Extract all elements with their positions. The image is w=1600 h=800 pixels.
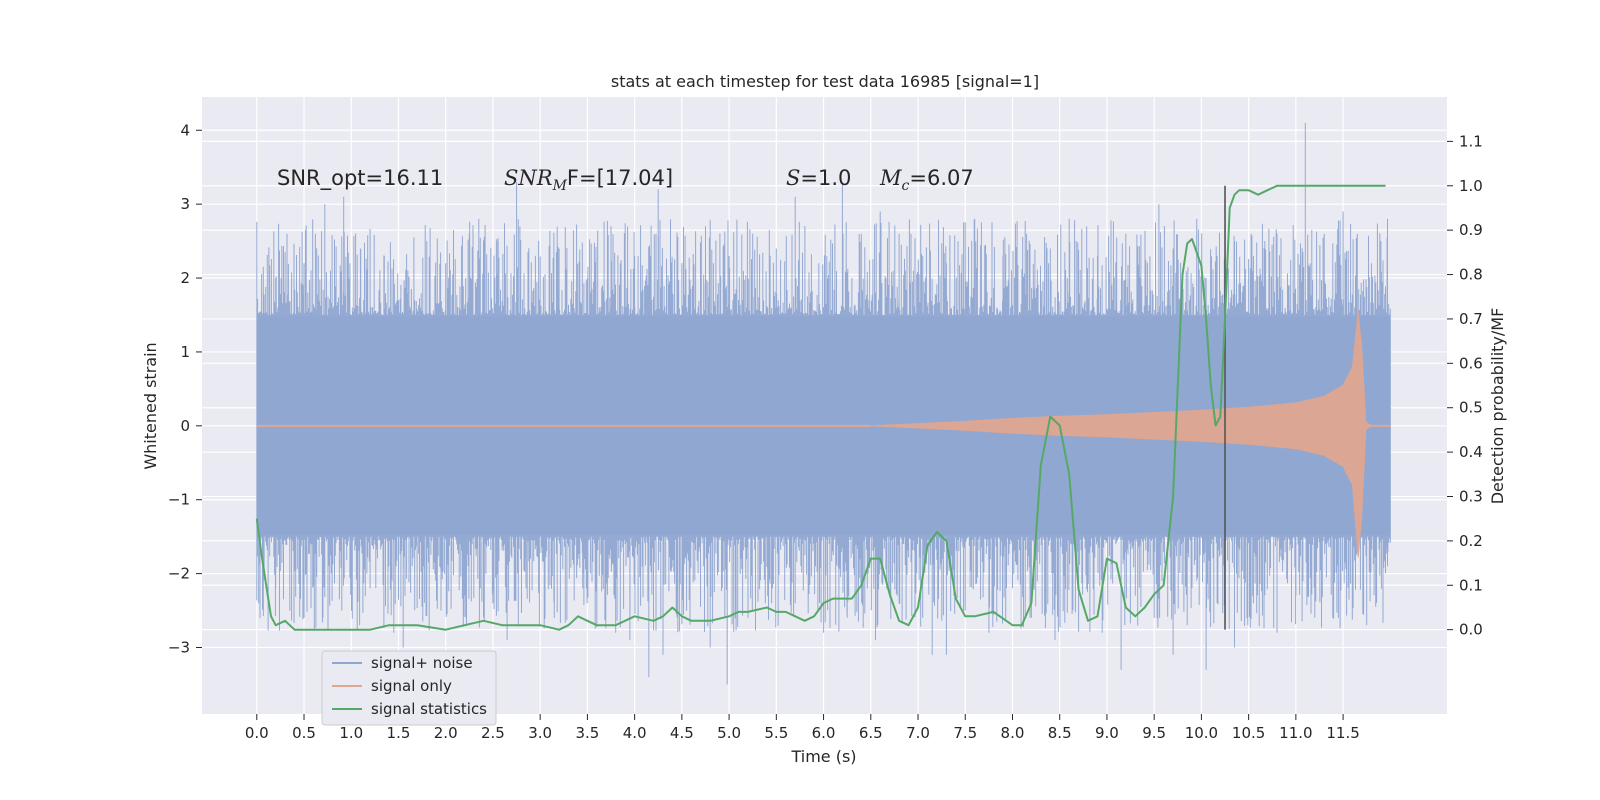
annotation-s: S=1.0 — [786, 166, 851, 190]
x-tick-label: 11.5 — [1326, 724, 1359, 742]
y2-tick-label: 0.0 — [1459, 621, 1483, 639]
annotation-snr-opt: SNR_opt=16.11 — [277, 166, 443, 191]
y-tick-label: −3 — [168, 638, 190, 656]
mc-rest: =6.07 — [909, 166, 973, 190]
x-tick-label: 8.0 — [1001, 724, 1025, 742]
y2-tick-label: 0.4 — [1459, 443, 1483, 461]
y2-tick-label: 0.9 — [1459, 221, 1483, 239]
legend-label-signal: signal only — [371, 677, 452, 695]
x-tick-label: 10.0 — [1185, 724, 1218, 742]
y2-tick-label: 0.1 — [1459, 576, 1483, 594]
x-axis-ticks: 0.0 0.5 1.0 1.5 2.0 2.5 3.0 3.5 4.0 4.5 5.0 5.5 6.0 6… — [245, 714, 1360, 742]
y2-tick-label: 0.7 — [1459, 310, 1483, 328]
x-tick-label: 7.5 — [953, 724, 977, 742]
x-tick-label: 4.0 — [623, 724, 647, 742]
y-axis-label: Whitened strain — [141, 342, 160, 469]
y-tick-label: −1 — [168, 491, 190, 509]
y2-axis-label: Detection probability/MF — [1488, 308, 1507, 505]
x-tick-label: 6.5 — [859, 724, 883, 742]
y-axis-ticks: −3 −2 −1 0 1 2 3 4 — [168, 121, 202, 656]
y2-tick-label: 0.3 — [1459, 487, 1483, 505]
y2-tick-label: 1.0 — [1459, 177, 1483, 195]
x-tick-label: 5.0 — [717, 724, 741, 742]
y2-tick-label: 0.5 — [1459, 399, 1483, 417]
series-signal-only — [256, 311, 1391, 558]
snr-mf-sub: M — [552, 178, 568, 194]
legend: signal+ noise signal only signal statist… — [321, 650, 497, 726]
x-tick-label: 9.0 — [1095, 724, 1119, 742]
stats-line — [255, 184, 1386, 631]
y-tick-label: 4 — [180, 121, 190, 139]
y-tick-label: 2 — [180, 269, 190, 287]
snr-mf-main: SNR — [504, 166, 553, 190]
y-tick-label: 0 — [180, 417, 190, 435]
y2-tick-label: 0.8 — [1459, 266, 1483, 284]
snr-mf-rest: F=[17.04] — [567, 166, 673, 190]
x-tick-label: 9.5 — [1142, 724, 1166, 742]
annotation-snr-mf: SNRMF=[17.04] — [504, 166, 673, 194]
legend-label-stats: signal statistics — [371, 700, 487, 718]
x-tick-label: 11.0 — [1279, 724, 1312, 742]
x-tick-label: 1.5 — [387, 724, 411, 742]
y-tick-label: −2 — [168, 565, 190, 583]
mc-main: M — [879, 166, 902, 190]
mc-sub: c — [902, 178, 910, 194]
y2-tick-label: 1.1 — [1459, 132, 1483, 150]
x-tick-label: 3.0 — [528, 724, 552, 742]
x-tick-label: 4.5 — [670, 724, 694, 742]
chart-title: stats at each timestep for test data 169… — [611, 72, 1039, 91]
x-tick-label: 6.0 — [812, 724, 836, 742]
x-axis-label: Time (s) — [790, 747, 856, 766]
y2-tick-label: 0.6 — [1459, 354, 1483, 372]
s-rest: =1.0 — [800, 166, 851, 190]
x-tick-label: 2.5 — [481, 724, 505, 742]
s-main: S — [786, 166, 800, 190]
y-tick-label: 1 — [180, 343, 190, 361]
x-tick-label: 3.5 — [575, 724, 599, 742]
x-tick-label: 2.0 — [434, 724, 458, 742]
y2-axis-ticks: 0.0 0.1 0.2 0.3 0.4 0.5 0.6 0.7 0.8 0.9 1.0 1.1 — [1447, 132, 1483, 639]
y2-tick-label: 0.2 — [1459, 532, 1483, 550]
annotation-mc: Mc=6.07 — [879, 166, 974, 194]
x-tick-label: 10.5 — [1232, 724, 1265, 742]
x-tick-label: 5.5 — [764, 724, 788, 742]
x-tick-label: 7.0 — [906, 724, 930, 742]
legend-label-noise: signal+ noise — [371, 654, 473, 672]
y-tick-label: 3 — [180, 195, 190, 213]
x-tick-label: 8.5 — [1048, 724, 1072, 742]
legend-box — [321, 650, 497, 726]
x-tick-label: 1.0 — [339, 724, 363, 742]
x-tick-label: 0.0 — [245, 724, 269, 742]
x-tick-label: 0.5 — [292, 724, 316, 742]
series-signal-statistics — [255, 184, 1386, 631]
